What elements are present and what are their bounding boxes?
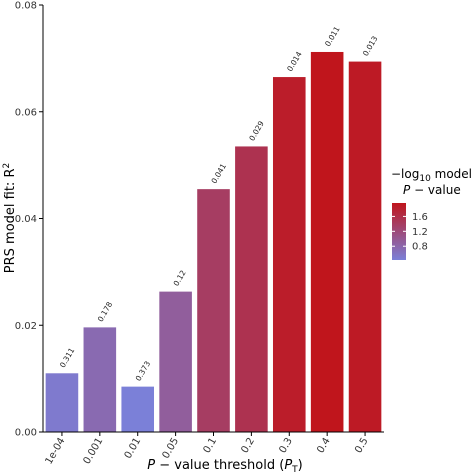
y-ticks: 0.00 0.02 0.04 0.06 0.08 xyxy=(15,1,43,439)
y-axis-title: PRS model fit: R2 xyxy=(2,163,18,273)
bar-value-label: 0.311 xyxy=(58,346,77,369)
x-axis-title: P − value threshold (PT) xyxy=(147,458,303,474)
color-legend: −log10 model P − value 0.8 1.2 1.6 xyxy=(391,167,472,260)
bar-1e-04 xyxy=(45,373,79,432)
bar-value-label: 0.029 xyxy=(247,119,266,142)
x-tick-label: 0.4 xyxy=(315,436,332,455)
legend-tick-label: 1.2 xyxy=(412,227,428,238)
bar-0.3 xyxy=(272,77,306,432)
bar-0.4 xyxy=(310,51,344,432)
x-tick-label: 0.2 xyxy=(240,436,257,455)
legend-tick-label: 0.8 xyxy=(412,242,428,253)
bar-0.05 xyxy=(159,291,192,432)
legend-color-bar xyxy=(392,203,406,260)
bar-0.2 xyxy=(235,146,268,432)
bar-value-label: 0.011 xyxy=(323,25,342,48)
x-tick-label: 0.3 xyxy=(277,436,294,455)
x-tick-label: 0.01 xyxy=(123,436,144,461)
x-tick-label: 1e-04 xyxy=(44,436,68,466)
legend-tick-label: 1.6 xyxy=(412,212,428,223)
bar-0.5 xyxy=(348,61,382,432)
x-tick-label: 0.5 xyxy=(353,436,370,455)
bar-value-label: 0.013 xyxy=(361,34,380,57)
x-tick-label: 0.1 xyxy=(202,436,219,455)
y-tick-label: 0.00 xyxy=(15,428,37,439)
y-tick-label: 0.08 xyxy=(15,1,37,12)
bar-0.1 xyxy=(197,189,230,432)
bar-value-label: 0.178 xyxy=(96,300,115,323)
y-tick-label: 0.06 xyxy=(15,107,37,118)
legend-title-line2: P − value xyxy=(403,183,461,197)
bars xyxy=(45,51,382,432)
bar-value-label: 0.041 xyxy=(209,162,228,185)
y-tick-label: 0.04 xyxy=(15,214,37,225)
bar-0.01 xyxy=(121,386,155,432)
bar-0.001 xyxy=(83,327,117,432)
y-tick-label: 0.02 xyxy=(15,321,37,332)
x-tick-label: 0.001 xyxy=(82,436,106,466)
bar-value-label: 0.373 xyxy=(134,359,153,382)
bar-value-label: 0.014 xyxy=(285,50,304,73)
bar-value-label: 0.12 xyxy=(172,268,188,287)
legend-ticks: 0.8 1.2 1.6 xyxy=(392,212,428,253)
legend-title-line1: −log10 model xyxy=(391,167,472,184)
